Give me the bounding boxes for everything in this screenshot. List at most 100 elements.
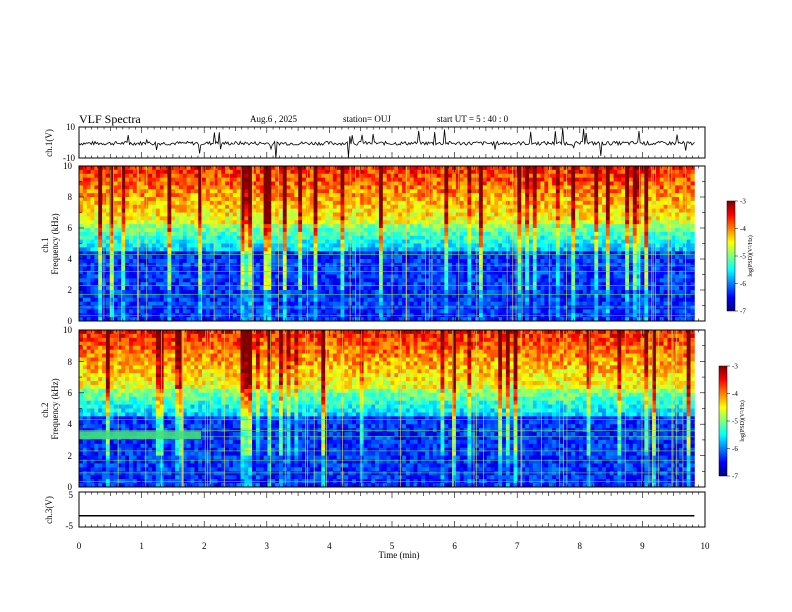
spectrogram-cell [125,220,130,225]
spectrogram-cell [105,177,111,182]
spectrogram-cell [317,220,322,225]
spectrogram-cell [309,270,315,275]
spectrogram-cell [155,259,161,264]
spectrogram-cell [390,197,395,202]
spectrogram-cell [355,193,361,198]
spectrogram-cell [298,220,303,225]
spectrogram-cell [482,197,488,202]
spectrogram-cell [105,274,111,279]
spectrogram-cell [317,204,322,210]
spectrogram-cell [417,251,422,256]
spectrogram-cell [405,301,411,306]
spectrogram-cell [213,204,218,210]
spectrogram-cell [179,259,184,264]
spectrogram-cell [244,169,249,175]
spectrogram-cell [259,247,265,252]
spectrogram-cell [340,189,345,194]
spectrogram-cell [159,204,165,210]
spectrogram-cell [428,177,434,182]
spectrogram-cell [79,212,84,217]
spectrogram-cell [79,305,84,310]
spectrogram-cell [390,185,395,190]
spectrogram-cell [152,293,157,299]
spectrogram-cell [463,301,468,306]
spectrogram-cell [117,169,122,175]
spectrogram-cell [209,259,215,264]
spectrogram-cell [440,293,445,299]
spectrogram-cell [252,266,257,272]
spectrogram-cell [413,212,418,217]
spectrogram-cell [213,290,218,295]
spectrogram-cell [378,197,384,202]
spectrogram-cell [263,255,268,260]
spectrogram-cell [305,309,311,314]
spectrogram-cell [509,259,514,264]
spectrogram-cell [86,189,91,194]
spectrogram-cell [409,228,414,233]
spectrogram-cell [375,169,380,175]
spectrogram-cell [79,274,84,279]
spectrogram-cell [194,293,199,299]
spectrogram-cell [382,200,388,206]
spectrogram-cell [332,228,338,233]
spectrogram-cell [159,243,165,248]
spectrogram-cell [175,317,180,322]
spectrogram-cell [455,286,461,291]
spectrogram-cell [86,212,91,217]
spectrogram-cell [228,290,234,295]
spectrogram-cell [402,177,407,182]
spectrogram-cell [179,220,184,225]
spectrogram-cell [228,305,234,310]
spectrogram-cell [225,235,230,241]
spectrogram-cell [452,169,457,175]
spectrogram-cell [398,301,403,306]
spectrogram-cell [140,224,145,229]
spectrogram-cell [290,166,295,171]
spectrogram-cell [455,309,461,314]
spectrogram-cell [355,173,361,179]
spectrogram-cell [179,197,184,202]
spectrogram-cell [217,204,222,210]
spectrogram-cell [232,189,238,194]
spectrogram-cell [282,173,288,179]
spectrogram-cell [394,169,399,175]
spectrogram-cell [171,200,176,206]
spectrogram-cell [152,231,157,237]
spectrogram-cell [359,224,365,229]
spectrogram-cell [375,259,380,264]
spectrogram-cell [405,251,411,256]
spectrogram-cell [194,282,199,287]
spectrogram-cell [328,216,334,221]
spectrogram-cell [402,173,407,179]
spectrogram-cell [332,166,338,171]
spectrogram-cell [140,228,145,233]
spectrogram-cell [286,189,291,194]
spectrogram-cell [375,204,380,210]
spectrogram-cell [275,293,280,299]
spectrogram-cell [321,235,326,241]
spectrogram-cell [505,173,511,179]
spectrogram-cell [140,169,145,175]
spectrogram-cell [498,259,503,264]
spectrogram-cell [386,208,391,213]
spectrogram-cell [344,224,349,229]
spectrogram-cell [125,235,130,241]
spectrogram-cell [167,208,172,213]
spectrogram-cell [213,266,218,272]
spectrogram-cell [475,297,480,303]
spectrogram-cell [290,247,295,252]
spectrogram-cell [159,224,165,229]
spectrogram-cell [194,200,199,206]
spectrogram-cell [163,185,168,190]
spectrogram-cell [502,317,507,322]
spectrogram-cell [305,231,311,237]
spectrogram-cell [79,193,84,198]
spectrogram-cell [332,200,338,206]
spectrogram-cell [471,193,476,198]
spectrogram-cell [79,204,84,210]
spectrogram-cell [171,189,176,194]
spectrogram-cell [325,228,330,233]
spectrogram-cell [486,274,491,279]
spectrogram-cell [394,266,399,272]
spectrogram-cell [378,220,384,225]
